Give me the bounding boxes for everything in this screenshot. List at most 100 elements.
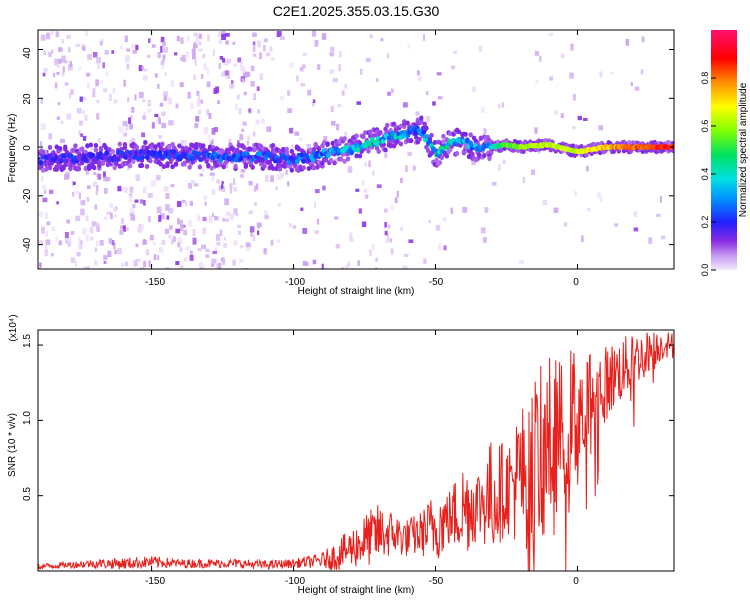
noise-speck (394, 197, 398, 204)
noise-speck (66, 34, 71, 39)
track-halo (306, 166, 312, 172)
noise-speck (54, 58, 59, 66)
colorbar-tick-label: 0.2 (700, 216, 710, 229)
noise-speck (369, 34, 373, 39)
top-y-axis-label: Frequency (Hz) (7, 114, 18, 183)
track-halo (197, 164, 203, 170)
noise-speck (201, 244, 206, 249)
noise-speck (232, 41, 236, 45)
noise-speck (329, 52, 334, 57)
noise-speck (70, 257, 76, 264)
noise-speck (138, 91, 144, 99)
track-halo (345, 156, 351, 162)
noise-speck (364, 188, 368, 193)
track-halo (190, 143, 196, 149)
noise-speck (194, 122, 199, 129)
noise-speck (141, 132, 146, 138)
noise-speck (213, 163, 216, 169)
noise-speck (126, 165, 130, 171)
noise-speck (56, 116, 61, 120)
noise-speck (161, 122, 167, 129)
noise-speck (158, 247, 164, 253)
noise-speck (112, 88, 116, 94)
track-halo (289, 167, 295, 173)
noise-speck (142, 240, 148, 245)
noise-speck (61, 55, 66, 63)
noise-speck (180, 140, 185, 147)
track-halo (88, 142, 94, 148)
noise-speck (160, 36, 165, 43)
top-x-axis-label: Height of straight line (km) (298, 286, 415, 297)
noise-speck (407, 151, 413, 156)
snr-ticks (38, 330, 674, 571)
track-halo (482, 153, 487, 159)
noise-speck (386, 234, 389, 241)
noise-speck (132, 204, 136, 209)
noise-speck (158, 118, 162, 125)
noise-speck (425, 116, 431, 122)
track-point (432, 147, 438, 153)
track-halo (354, 153, 359, 159)
track-halo (93, 142, 99, 148)
noise-speck (356, 101, 362, 105)
track-point (386, 135, 392, 141)
noise-speck (200, 73, 204, 79)
noise-speck (416, 70, 420, 76)
noise-speck (118, 126, 124, 133)
noise-speck (130, 138, 136, 142)
track-point (68, 153, 74, 159)
noise-speck (211, 175, 215, 182)
noise-speck (230, 80, 234, 84)
noise-speck (522, 176, 526, 184)
noise-speck (183, 257, 187, 262)
noise-speck (80, 199, 86, 206)
noise-speck (123, 79, 126, 87)
noise-speck (598, 125, 604, 131)
track-halo (97, 163, 102, 169)
noise-speck (198, 109, 202, 115)
track-halo (367, 129, 373, 135)
noise-speck (240, 61, 243, 69)
noise-speck (185, 51, 190, 59)
track-halo (429, 132, 434, 138)
noise-speck (58, 240, 62, 246)
noise-speck (223, 268, 228, 269)
noise-speck (109, 203, 113, 208)
noise-speck (182, 139, 187, 147)
track-halo (339, 156, 344, 162)
noise-speck (154, 73, 158, 78)
noise-speck (163, 94, 168, 101)
noise-speck (307, 89, 312, 96)
noise-speck (97, 173, 102, 180)
noise-speck (570, 43, 574, 51)
noise-speck (221, 184, 224, 189)
noise-speck (203, 126, 209, 134)
track-halo (378, 130, 383, 136)
noise-speck (302, 52, 307, 56)
noise-speck (142, 75, 148, 81)
noise-speck (384, 153, 388, 158)
noise-speck (226, 58, 232, 64)
track-halo (385, 122, 390, 128)
track-point (115, 156, 121, 162)
noise-speck (229, 83, 235, 89)
track-halo (357, 153, 363, 159)
noise-speck (198, 48, 203, 52)
noise-speck (387, 91, 391, 96)
top-ytick-label: -20 (22, 188, 33, 203)
noise-speck (484, 207, 489, 213)
noise-speck (82, 46, 86, 51)
noise-speck (76, 107, 82, 114)
noise-speck (279, 95, 285, 101)
track-halo (184, 145, 189, 151)
noise-speck (189, 102, 194, 110)
noise-speck (285, 169, 288, 175)
noise-speck (89, 227, 94, 234)
noise-speck (215, 234, 221, 241)
noise-speck (120, 218, 124, 224)
track-halo (487, 156, 492, 162)
noise-speck (124, 35, 128, 43)
noise-speck (77, 162, 82, 167)
track-point (38, 159, 44, 166)
noise-speck (270, 239, 274, 246)
